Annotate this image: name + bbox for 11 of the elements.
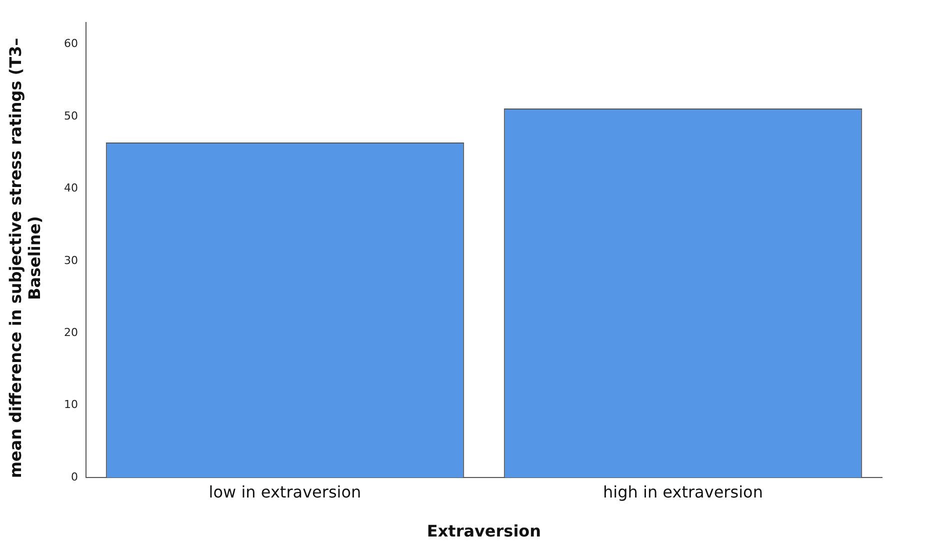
y-axis-title: mean difference in subjective stress ratings (T3–Baseline) xyxy=(6,36,45,480)
x-axis-title: Extraversion xyxy=(426,522,542,541)
y-tick-label: 10 xyxy=(64,398,78,412)
y-tick-label: 40 xyxy=(64,182,78,195)
y-tick-label: 50 xyxy=(64,109,78,122)
y-tick-label: 0 xyxy=(70,470,78,484)
x-tick-label: low in extraversion xyxy=(208,482,362,502)
y-tick-label: 30 xyxy=(64,254,78,267)
y-tick-label: 60 xyxy=(64,37,78,50)
y-tick-label: 20 xyxy=(64,326,78,340)
x-tick-label: high in extraversion xyxy=(603,482,763,502)
